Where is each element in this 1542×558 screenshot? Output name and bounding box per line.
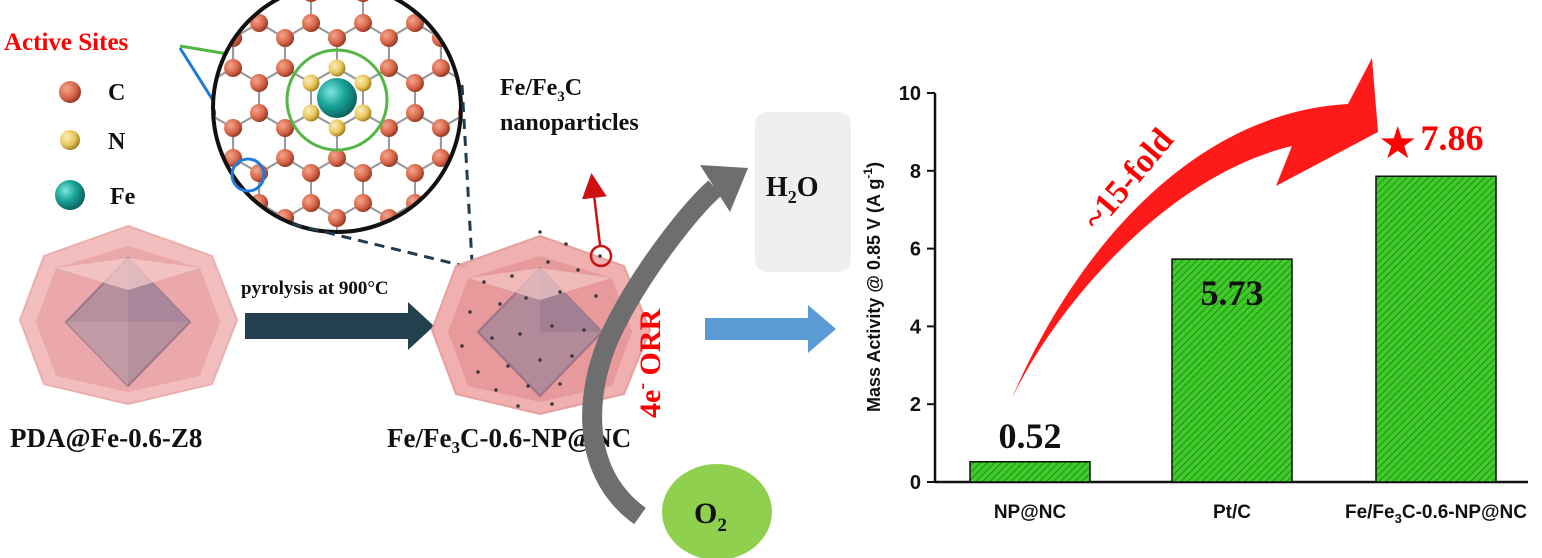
mass-activity-chart: 0 2 4 6 8 10 0.52 NP@NC 5.73 Pt/C 7.86 Fe/Fe3C-0.6… [861,58,1528,526]
nitrogen-legend-label: N [108,129,126,155]
nitrogen-atom-icon [60,130,80,150]
o2-label: O2 [694,497,727,536]
value-label-2: 5.73 [1201,273,1264,313]
h2o-box [755,112,851,272]
category-label-3: Fe/Fe3C-0.6-NP@NC [1345,502,1527,526]
y-axis-title: Mass Activity @ 0.85 V (A g-1) [861,162,884,412]
nanoparticle-highlight [589,244,613,268]
pyrolysis-arrow-icon [245,302,434,350]
zoom-dashed-line-icon [460,84,474,263]
y-tick-label: 10 [899,83,921,105]
star-icon: ★ [1378,119,1417,168]
orr-curved-arrow-icon [582,180,722,525]
o2-circle [662,464,772,558]
product-polyhedron-icon [430,230,652,416]
nanoparticle-pointer-icon [581,173,607,246]
pyridinic-n-highlight [230,157,266,193]
y-tick-label: 2 [910,394,921,416]
iron-atom-icon [55,180,85,210]
precursor-polyhedron-icon [18,224,239,406]
fe-n4-site-highlight [285,48,389,152]
fe-center-atom-icon [317,78,357,118]
active-sites-label: Active Sites [4,29,129,56]
value-label-3: 7.86 [1421,118,1484,158]
carbon-legend-label: C [108,80,125,106]
category-label-1: NP@NC [994,502,1067,523]
to-chart-arrow-icon [705,305,836,353]
bar-3 [1375,175,1497,483]
orr-arrowhead-icon [700,165,748,212]
y-tick-label: 6 [910,239,921,261]
value-label-1: 0.52 [999,416,1062,456]
pyrolysis-label: pyrolysis at 900°C [241,278,389,299]
orr-label: 4e- ORR [631,309,667,419]
category-label-2: Pt/C [1213,502,1251,523]
y-tick-label: 8 [910,161,921,183]
nanoparticles-label: Fe/Fe3C nanoparticles [500,75,639,136]
iron-legend-label: Fe [110,184,136,210]
y-tick-label: 4 [910,316,922,338]
y-tick-label: 0 [910,472,921,494]
fold-increase-arrow-icon [1012,58,1378,398]
carbon-atom-icon [59,81,81,103]
h2o-label: H2O [766,172,819,207]
bar-2 [1171,258,1293,483]
bar-1 [969,461,1091,483]
precursor-label: PDA@Fe-0.6-Z8 [10,423,202,453]
zoom-dashed-line-icon [291,222,473,270]
